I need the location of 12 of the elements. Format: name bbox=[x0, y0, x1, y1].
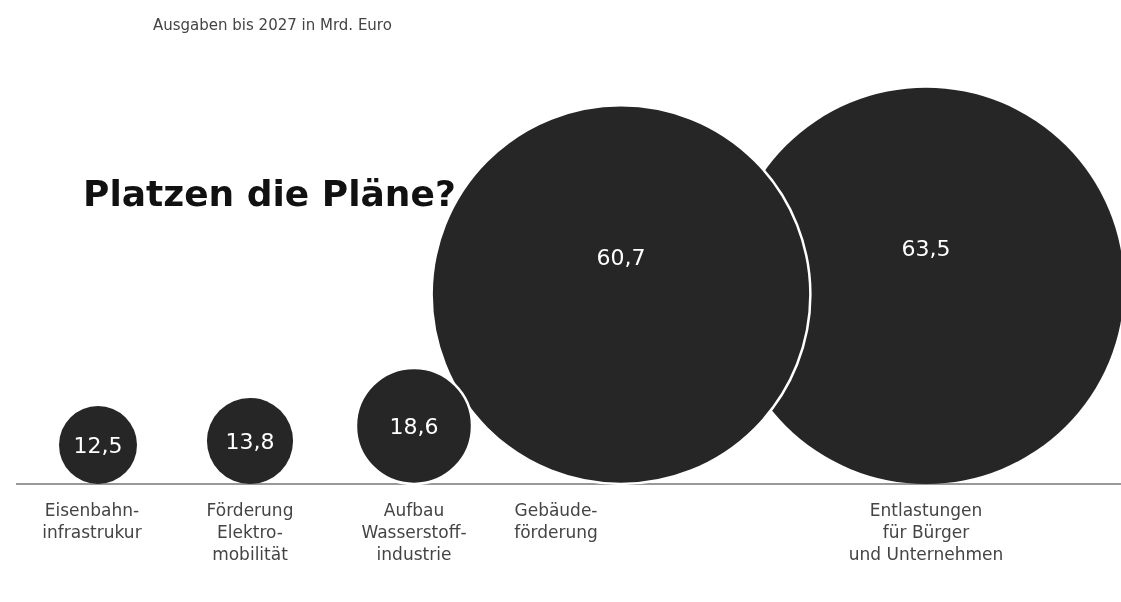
text: Platzen die Pläne? bbox=[83, 173, 456, 214]
text: Ausgaben bis 2027 in Mrd. Euro bbox=[153, 16, 392, 34]
data-label: 12,5 bbox=[73, 433, 123, 458]
data-label: 63,5 bbox=[901, 235, 951, 261]
category-label: Gebäude- förderung bbox=[514, 500, 598, 542]
data-label: 18,6 bbox=[389, 413, 439, 439]
data-label: 13,8 bbox=[225, 428, 275, 454]
data-label: 60,7 bbox=[596, 244, 646, 270]
category-label: Eisenbahn- infrastrukur bbox=[42, 500, 142, 542]
category-label: Entlastungen für Bürger und Unternehmen bbox=[848, 500, 1004, 564]
category-label: Aufbau Wasserstoff- industrie bbox=[361, 500, 467, 564]
category-label: Förderung Elektro- mobilität bbox=[206, 500, 294, 564]
